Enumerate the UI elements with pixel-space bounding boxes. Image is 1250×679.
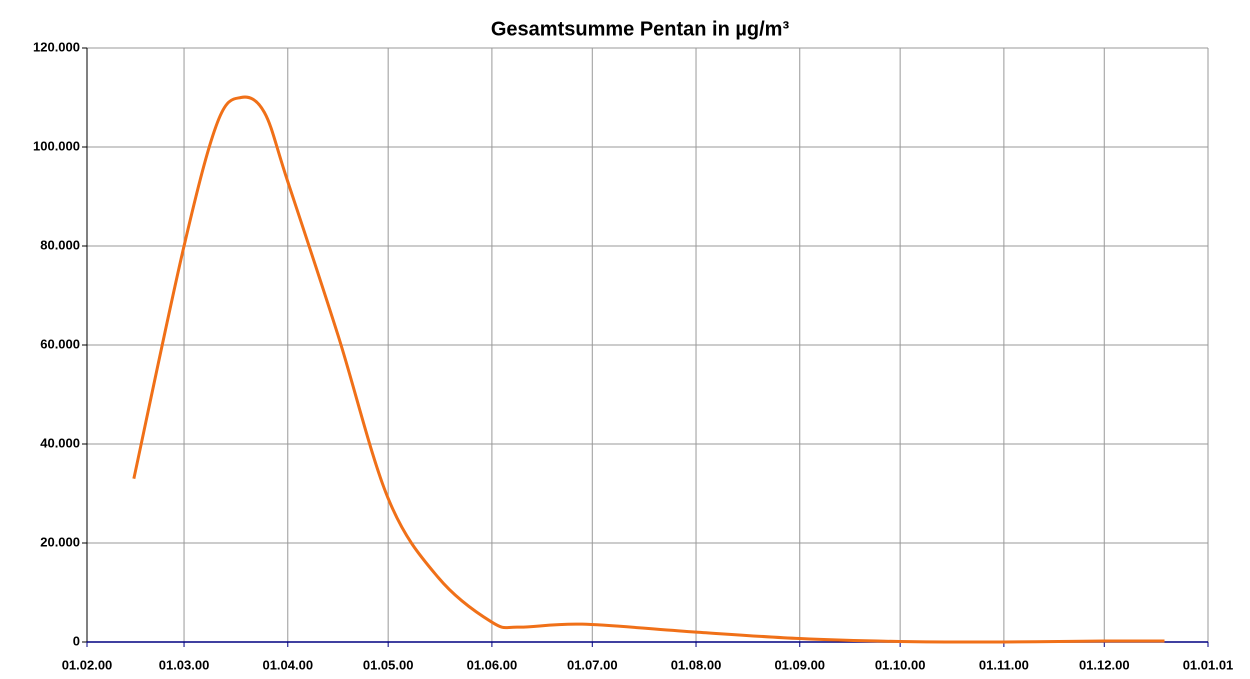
x-tick-label: 01.09.00 — [774, 657, 825, 672]
x-tick-label: 01.02.00 — [62, 657, 113, 672]
y-tick-label: 100.000 — [33, 138, 80, 153]
y-tick-label: 60.000 — [40, 336, 80, 351]
x-tick-label: 01.06.00 — [467, 657, 518, 672]
x-tick-label: 01.05.00 — [363, 657, 414, 672]
x-tick-label: 01.10.00 — [875, 657, 926, 672]
x-tick-label: 01.12.00 — [1079, 657, 1130, 672]
x-tick-label: 01.07.00 — [567, 657, 618, 672]
y-tick-label: 80.000 — [40, 237, 80, 252]
x-tick-label: 01.08.00 — [671, 657, 722, 672]
y-tick-label: 120.000 — [33, 39, 80, 54]
y-tick-label: 40.000 — [40, 435, 80, 450]
y-tick-label: 0 — [73, 633, 80, 648]
x-tick-label: 01.04.00 — [262, 657, 313, 672]
x-tick-label: 01.11.00 — [979, 657, 1029, 672]
x-tick-label: 01.03.00 — [159, 657, 210, 672]
data-line — [132, 95, 1165, 644]
chart-title: Gesamtsumme Pentan in µg/m³ — [491, 18, 790, 40]
x-tick-label: 01.01.01 — [1183, 657, 1234, 672]
y-tick-label: 20.000 — [40, 534, 80, 549]
